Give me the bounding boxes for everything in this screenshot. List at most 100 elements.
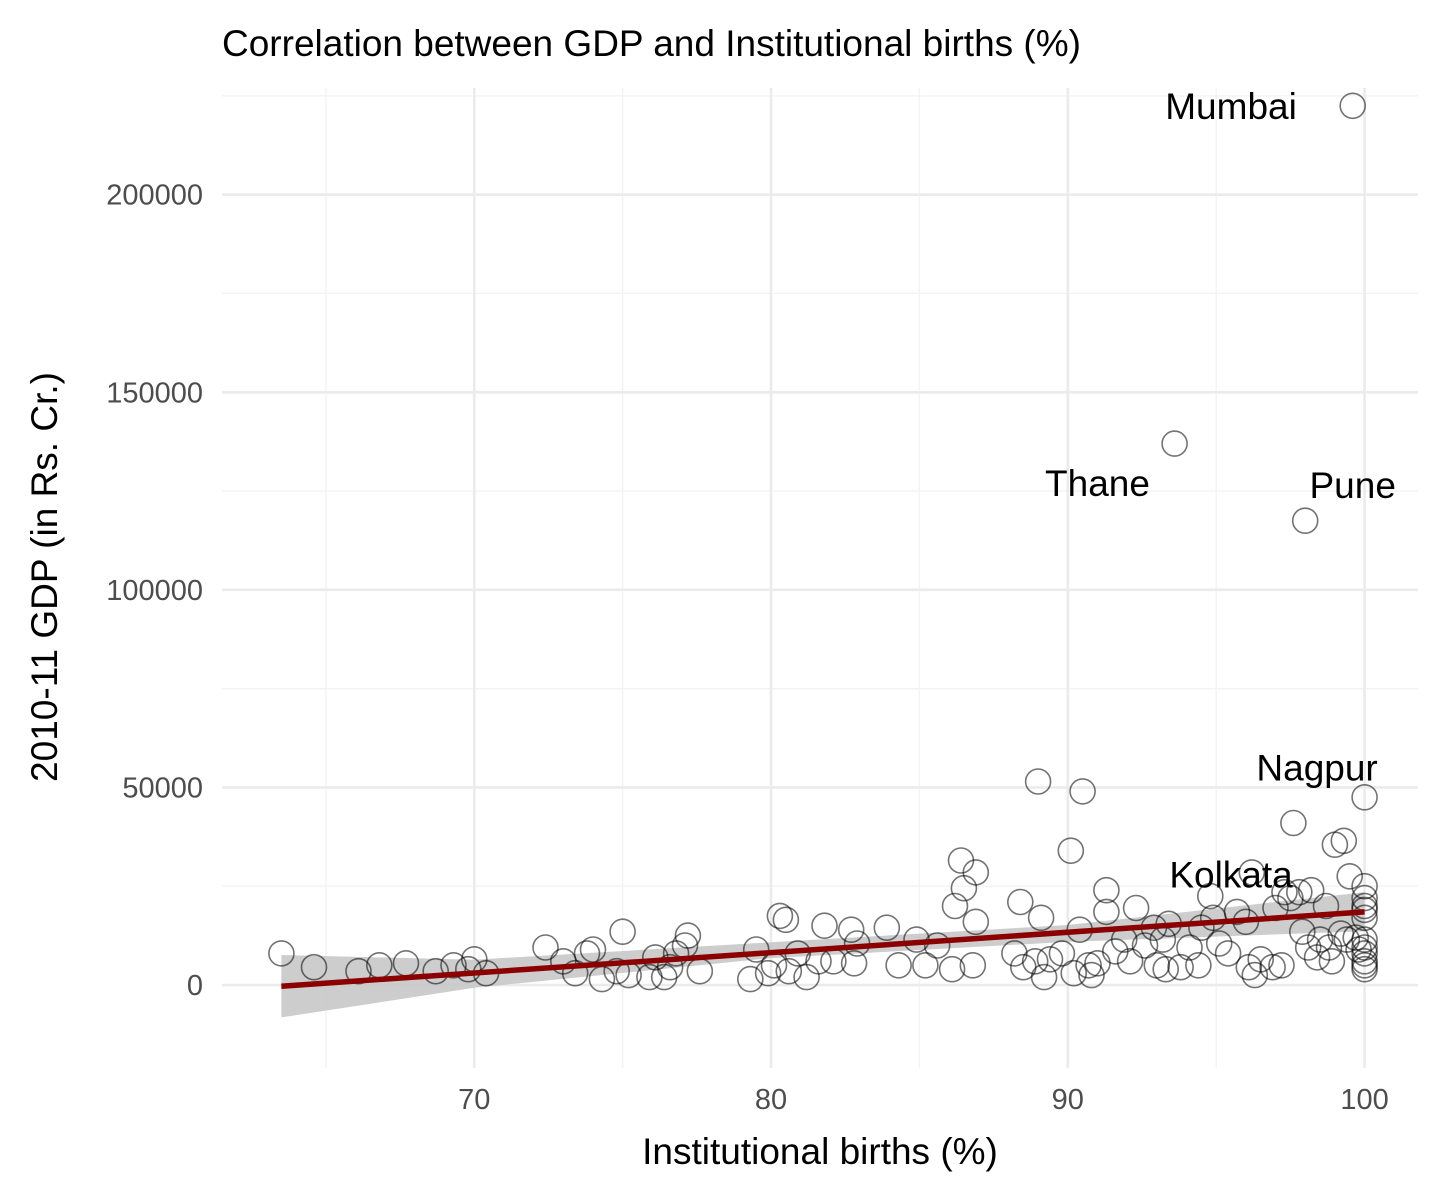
data-point bbox=[1312, 892, 1340, 920]
y-tick-label: 150000 bbox=[106, 377, 203, 409]
data-point bbox=[912, 951, 939, 979]
data-point bbox=[1069, 778, 1096, 805]
data-point bbox=[1027, 904, 1055, 932]
data-point bbox=[1131, 932, 1159, 959]
y-tick-label: 200000 bbox=[106, 180, 203, 212]
data-point bbox=[766, 902, 794, 930]
data-point bbox=[1271, 878, 1298, 906]
data-point bbox=[1289, 918, 1316, 946]
data-point bbox=[422, 957, 450, 985]
data-point bbox=[1122, 894, 1150, 922]
x-tick-label: 100 bbox=[1340, 1084, 1388, 1116]
data-point bbox=[1024, 768, 1052, 795]
x-tick-label: 70 bbox=[458, 1084, 490, 1116]
trend-line-layer bbox=[281, 909, 1365, 989]
data-point bbox=[1351, 783, 1378, 811]
data-point bbox=[1197, 882, 1224, 910]
data-point bbox=[1351, 940, 1378, 967]
data-point bbox=[742, 936, 770, 963]
data-point bbox=[775, 957, 803, 985]
data-point bbox=[1185, 951, 1212, 979]
data-point bbox=[840, 949, 868, 977]
data-point bbox=[1291, 507, 1319, 535]
data-point bbox=[962, 908, 990, 936]
data-point bbox=[754, 959, 782, 987]
data-point bbox=[440, 951, 467, 979]
data-point bbox=[772, 906, 800, 934]
data-point bbox=[1351, 934, 1378, 961]
data-points bbox=[268, 92, 1378, 993]
data-point bbox=[1306, 926, 1334, 953]
data-point bbox=[1057, 837, 1085, 865]
x-axis-ticks: 70 80 90 100 bbox=[458, 1084, 1389, 1116]
data-point bbox=[1036, 945, 1064, 973]
trend-line bbox=[281, 909, 1365, 989]
data-point bbox=[1214, 940, 1242, 967]
data-point bbox=[1238, 859, 1266, 886]
y-tick-label: 100000 bbox=[106, 575, 203, 607]
city-label: Pune bbox=[1309, 465, 1395, 506]
city-annotations: Mumbai Thane Pune Nagpur Kolkata bbox=[1045, 86, 1396, 896]
data-point bbox=[656, 953, 684, 981]
data-point bbox=[1351, 884, 1378, 912]
data-point bbox=[532, 934, 559, 961]
data-point bbox=[938, 955, 966, 983]
data-point bbox=[1318, 947, 1346, 975]
city-label: Nagpur bbox=[1256, 748, 1377, 789]
data-point bbox=[1241, 961, 1269, 989]
data-point bbox=[609, 918, 636, 946]
data-point bbox=[1093, 876, 1120, 904]
data-point bbox=[1093, 898, 1120, 926]
data-point bbox=[1286, 878, 1313, 906]
data-point bbox=[1342, 924, 1369, 951]
data-point bbox=[1021, 947, 1049, 975]
data-point bbox=[345, 957, 372, 985]
data-point bbox=[674, 922, 702, 949]
data-point bbox=[300, 953, 328, 981]
city-label: Thane bbox=[1045, 463, 1150, 504]
data-point bbox=[1078, 961, 1105, 989]
data-point bbox=[1116, 947, 1144, 975]
city-label: Mumbai bbox=[1165, 86, 1297, 127]
data-point bbox=[268, 940, 295, 967]
y-axis-ticks: 0 50000 100000 150000 200000 bbox=[106, 180, 203, 1002]
data-point bbox=[579, 936, 607, 963]
y-tick-label: 50000 bbox=[122, 772, 203, 804]
city-label: Kolkata bbox=[1169, 854, 1293, 895]
data-point bbox=[1268, 951, 1295, 979]
data-point bbox=[962, 859, 990, 886]
data-point bbox=[1075, 951, 1102, 979]
data-point bbox=[1280, 809, 1307, 837]
y-tick-label: 0 bbox=[187, 970, 203, 1002]
chart-title: Correlation between GDP and Institutiona… bbox=[222, 23, 1081, 64]
data-point bbox=[837, 916, 865, 944]
data-point bbox=[736, 965, 764, 993]
data-point bbox=[561, 959, 589, 987]
y-axis-title: 2010-11 GDP (in Rs. Cr.) bbox=[24, 372, 65, 782]
data-point bbox=[1351, 896, 1378, 924]
x-axis-title: Institutional births (%) bbox=[642, 1131, 998, 1172]
data-point bbox=[1060, 959, 1087, 987]
data-point bbox=[1001, 940, 1028, 967]
data-point bbox=[1351, 872, 1378, 900]
x-tick-label: 80 bbox=[755, 1084, 787, 1116]
data-point bbox=[1152, 955, 1179, 983]
data-point bbox=[1336, 862, 1363, 890]
data-point bbox=[1205, 930, 1233, 957]
data-point bbox=[1223, 898, 1251, 926]
data-point bbox=[1330, 827, 1358, 855]
data-point bbox=[947, 847, 975, 874]
data-point bbox=[1161, 430, 1188, 457]
data-point bbox=[873, 914, 901, 942]
data-point bbox=[1048, 940, 1076, 967]
data-point bbox=[1259, 953, 1286, 981]
data-point bbox=[1351, 955, 1378, 983]
data-point bbox=[959, 951, 987, 979]
data-point bbox=[603, 957, 631, 985]
data-point bbox=[1030, 963, 1058, 991]
data-point bbox=[1277, 884, 1304, 912]
data-point bbox=[923, 932, 951, 959]
data-point bbox=[1167, 953, 1194, 981]
data-point bbox=[1351, 904, 1378, 932]
